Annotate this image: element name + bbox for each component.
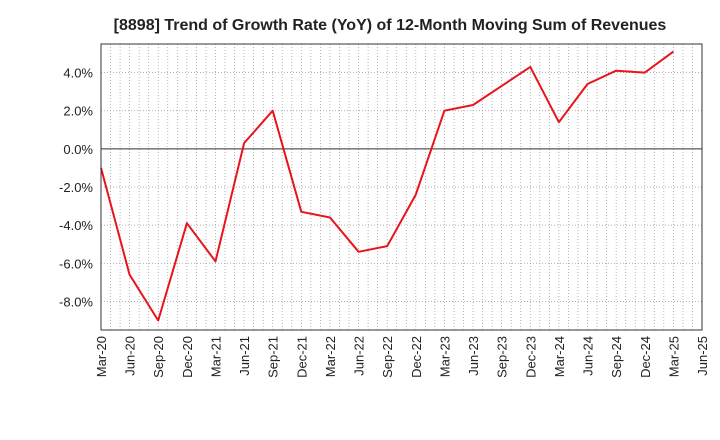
x-tick-label: Sep-22 bbox=[380, 336, 395, 378]
x-tick-label: Sep-24 bbox=[609, 336, 624, 378]
x-tick-label: Jun-21 bbox=[237, 336, 252, 376]
x-tick-label: Dec-24 bbox=[638, 336, 653, 378]
y-tick-label: -6.0% bbox=[59, 256, 93, 271]
y-tick-label: 0.0% bbox=[63, 142, 93, 157]
series-line bbox=[100, 50, 674, 322]
y-axis-ticks: 4.0% 2.0% 0.0% -2.0% -4.0% -6.0% -8.0% bbox=[59, 66, 93, 310]
plot-frame bbox=[100, 43, 703, 331]
chart-title: [8898] Trend of Growth Rate (YoY) of 12-… bbox=[114, 17, 667, 34]
x-tick-label: Mar-21 bbox=[208, 336, 223, 377]
x-tick-label: Sep-20 bbox=[151, 336, 166, 378]
series-group bbox=[100, 50, 674, 322]
x-tick-label: Mar-22 bbox=[323, 336, 338, 377]
x-axis-ticks: Mar-20 Jun-20 Sep-20 Dec-20 Mar-21 Jun-21 Sep-… bbox=[94, 336, 710, 378]
y-tick-label: -4.0% bbox=[59, 218, 93, 233]
y-tick-label: -2.0% bbox=[59, 180, 93, 195]
y-tick-label: -8.0% bbox=[59, 294, 93, 309]
x-tick-label: Jun-25 bbox=[695, 336, 710, 376]
x-tick-label: Jun-24 bbox=[581, 336, 596, 376]
grid-lines bbox=[101, 44, 702, 330]
x-tick-label: Dec-23 bbox=[523, 336, 538, 378]
y-tick-label: 2.0% bbox=[63, 104, 93, 119]
x-tick-label: Mar-23 bbox=[437, 336, 452, 377]
x-tick-label: Jun-22 bbox=[352, 336, 367, 376]
x-tick-label: Mar-20 bbox=[94, 336, 109, 377]
x-tick-label: Sep-23 bbox=[495, 336, 510, 378]
x-tick-label: Sep-21 bbox=[266, 336, 281, 378]
x-tick-label: Mar-25 bbox=[666, 336, 681, 377]
x-tick-label: Jun-23 bbox=[466, 336, 481, 376]
x-tick-label: Dec-22 bbox=[409, 336, 424, 378]
x-tick-label: Dec-20 bbox=[180, 336, 195, 378]
x-tick-label: Mar-24 bbox=[552, 336, 567, 377]
y-tick-label: 4.0% bbox=[63, 66, 93, 81]
x-tick-label: Dec-21 bbox=[294, 336, 309, 378]
x-tick-label: Jun-20 bbox=[123, 336, 138, 376]
